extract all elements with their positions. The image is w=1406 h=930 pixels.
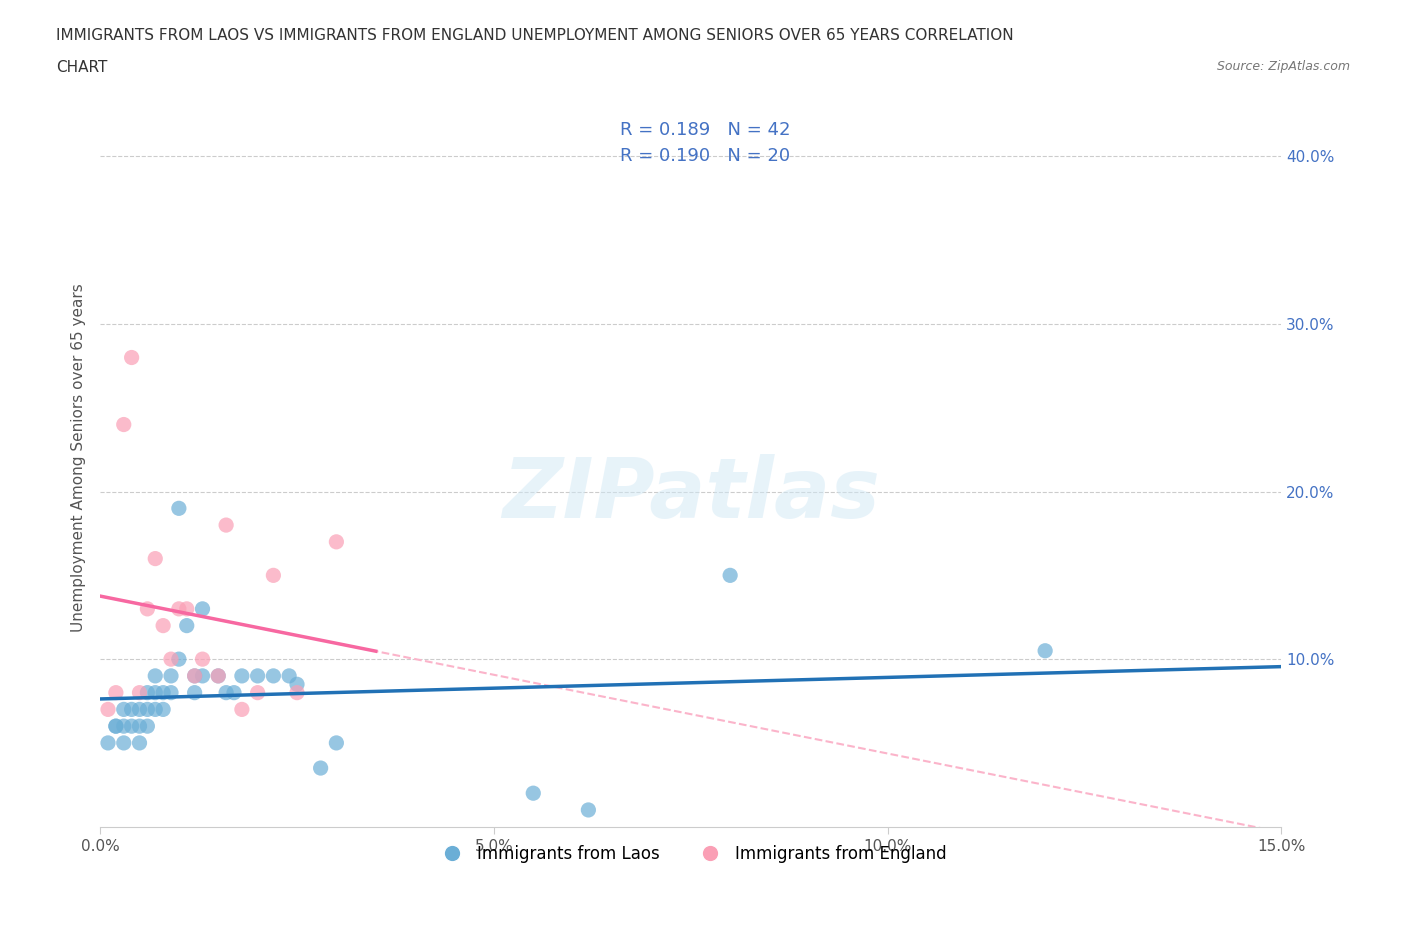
Point	[97, 702, 120, 717]
Point	[160, 685, 183, 700]
Point	[309, 761, 332, 776]
Point	[143, 685, 166, 700]
Point	[262, 568, 284, 583]
Point	[167, 501, 190, 516]
Y-axis label: Unemployment Among Seniors over 65 years: Unemployment Among Seniors over 65 years	[72, 284, 86, 632]
Point	[167, 602, 190, 617]
Point	[278, 669, 301, 684]
Legend: Immigrants from Laos, Immigrants from England: Immigrants from Laos, Immigrants from En…	[429, 839, 953, 870]
Point	[152, 685, 174, 700]
Point	[222, 685, 245, 700]
Point	[215, 518, 238, 533]
Point	[121, 350, 143, 365]
Point	[718, 568, 741, 583]
Point	[285, 685, 308, 700]
Text: R = 0.190   N = 20: R = 0.190 N = 20	[620, 147, 790, 165]
Point	[160, 669, 183, 684]
Point	[128, 719, 150, 734]
Point	[128, 685, 150, 700]
Point	[191, 602, 214, 617]
Point	[97, 736, 120, 751]
Point	[136, 602, 159, 617]
Point	[183, 669, 205, 684]
Point	[231, 702, 253, 717]
Point	[285, 677, 308, 692]
Point	[160, 652, 183, 667]
Point	[143, 551, 166, 566]
Point	[104, 685, 127, 700]
Text: ZIPatlas: ZIPatlas	[502, 455, 880, 536]
Point	[207, 669, 229, 684]
Point	[246, 669, 269, 684]
Point	[128, 736, 150, 751]
Point	[112, 719, 135, 734]
Point	[576, 803, 599, 817]
Point	[191, 652, 214, 667]
Point	[522, 786, 544, 801]
Point	[176, 602, 198, 617]
Point	[128, 702, 150, 717]
Point	[112, 702, 135, 717]
Text: IMMIGRANTS FROM LAOS VS IMMIGRANTS FROM ENGLAND UNEMPLOYMENT AMONG SENIORS OVER : IMMIGRANTS FROM LAOS VS IMMIGRANTS FROM …	[56, 28, 1014, 43]
Point	[207, 669, 229, 684]
Point	[325, 535, 347, 550]
Point	[1033, 644, 1056, 658]
Point	[112, 736, 135, 751]
Text: CHART: CHART	[56, 60, 108, 75]
Point	[325, 736, 347, 751]
Point	[143, 669, 166, 684]
Point	[262, 669, 284, 684]
Point	[215, 685, 238, 700]
Text: Source: ZipAtlas.com: Source: ZipAtlas.com	[1216, 60, 1350, 73]
Point	[136, 685, 159, 700]
Point	[183, 685, 205, 700]
Point	[152, 702, 174, 717]
Point	[136, 719, 159, 734]
Point	[121, 702, 143, 717]
Point	[183, 669, 205, 684]
Point	[104, 719, 127, 734]
Point	[246, 685, 269, 700]
Point	[152, 618, 174, 633]
Point	[191, 669, 214, 684]
Text: R = 0.189   N = 42: R = 0.189 N = 42	[620, 121, 790, 139]
Point	[143, 702, 166, 717]
Point	[231, 669, 253, 684]
Point	[167, 652, 190, 667]
Point	[112, 417, 135, 432]
Point	[136, 702, 159, 717]
Point	[104, 719, 127, 734]
Point	[176, 618, 198, 633]
Point	[121, 719, 143, 734]
